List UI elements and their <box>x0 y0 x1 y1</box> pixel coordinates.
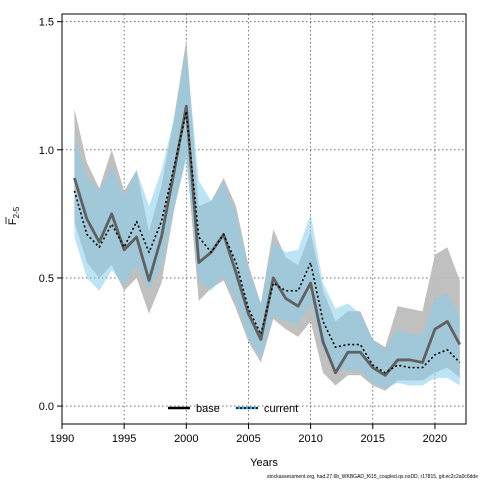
x-axis-title: Years <box>250 457 278 469</box>
plot-frame <box>61 13 467 425</box>
y-axis: 0.0 0.5 1.0 1.5 <box>39 17 62 413</box>
line-current <box>73 110 461 374</box>
x-tick-label-1995: 1995 <box>112 433 136 445</box>
y-tick-label-3: 1.5 <box>39 17 54 29</box>
legend-label-base: base <box>196 403 220 415</box>
x-tick-label-2020: 2020 <box>423 433 447 445</box>
x-tick-label-2015: 2015 <box>361 433 385 445</box>
y-tick-label-1: 0.5 <box>39 273 54 285</box>
series-lines <box>73 104 462 377</box>
svg-text:F2-5: F2-5 <box>7 206 21 225</box>
band-current <box>74 49 460 389</box>
y-tick-label-0: 0.0 <box>39 401 54 413</box>
confidence-bands <box>74 39 460 391</box>
y-tick-label-2: 1.0 <box>39 145 54 157</box>
y-axis-title-sub: 2-5 <box>12 206 21 218</box>
footnote: stockassessment.org, had.27.6b_WKBGAD_f6… <box>267 474 478 480</box>
y-axis-title-main: F <box>7 218 19 225</box>
x-tick-label-2005: 2005 <box>236 433 260 445</box>
x-axis: 1990 1995 2000 2005 2010 2015 2020 <box>50 424 447 445</box>
legend: base current <box>168 403 298 415</box>
y-axis-title: F2-5 <box>5 206 21 225</box>
line-base <box>73 104 462 377</box>
legend-label-current: current <box>264 403 298 415</box>
x-tick-label-2010: 2010 <box>298 433 322 445</box>
x-tick-label-1990: 1990 <box>50 433 74 445</box>
x-tick-label-2000: 2000 <box>174 433 198 445</box>
